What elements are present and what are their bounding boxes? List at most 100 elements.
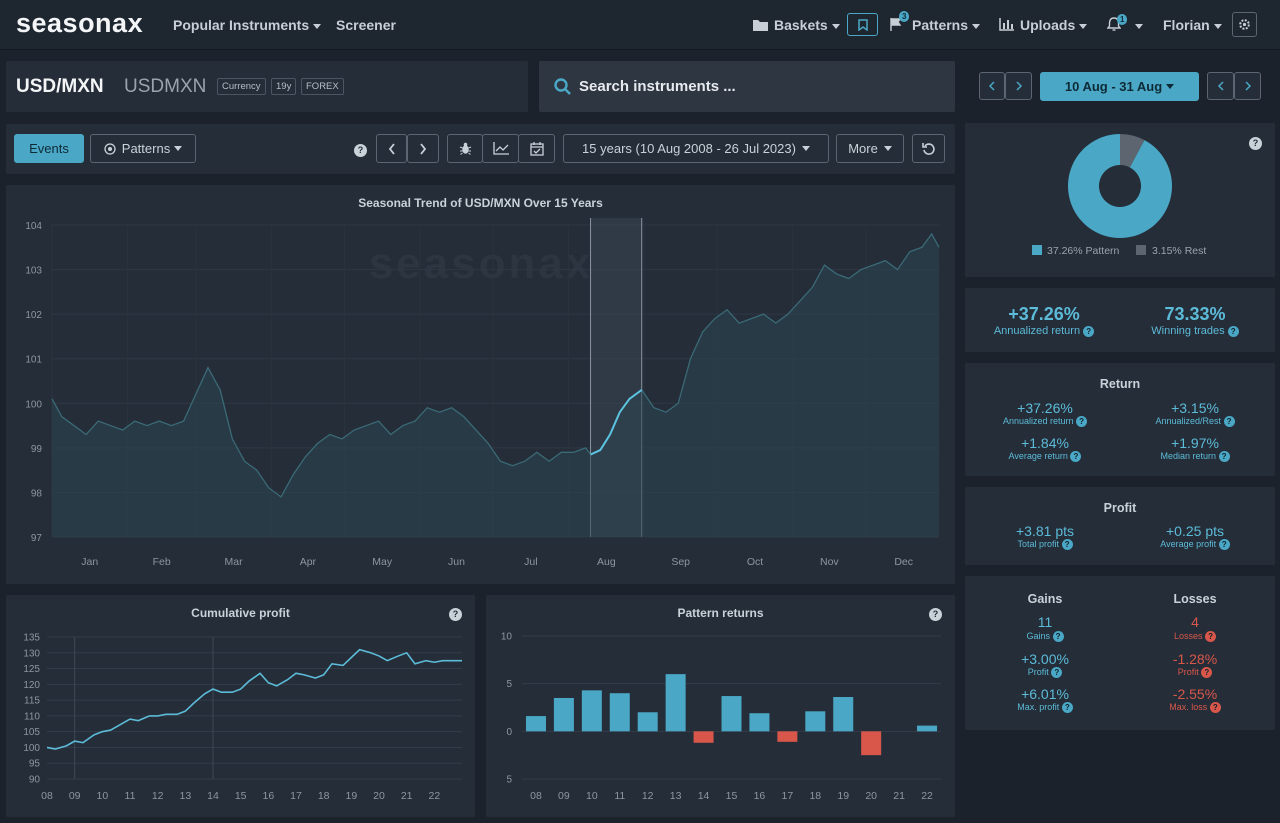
bar xyxy=(553,697,574,732)
loss-profit-label: Profit ? xyxy=(1115,667,1275,679)
help-icon[interactable]: ? xyxy=(1083,325,1095,337)
top-bar: seasonax Popular Instruments Screener Ba… xyxy=(0,0,1280,50)
chevron-right-icon xyxy=(420,142,427,155)
max-loss-value: -2.55% xyxy=(1172,686,1218,702)
x-tick-label: 10 xyxy=(96,790,108,802)
nav-screener[interactable]: Screener xyxy=(336,17,396,33)
help-icon[interactable]: ? xyxy=(1201,667,1213,679)
nav-patterns[interactable]: 3 Patterns xyxy=(890,11,981,33)
period-selector[interactable]: 10 Aug - 31 Aug xyxy=(1040,72,1199,101)
help-icon[interactable]: ? xyxy=(1218,451,1230,463)
seasonax-logo[interactable]: seasonax xyxy=(16,8,144,38)
help-icon[interactable]: ? xyxy=(1070,451,1082,463)
x-tick-label: Sep xyxy=(671,556,690,568)
pattern-returns-chart[interactable]: 5 0 5 10 08 09 10 11 12 13 14 15 16 17 18 19 20 21 22 xyxy=(486,595,955,817)
line-chart-button[interactable] xyxy=(482,134,519,163)
x-tick-label: 10 xyxy=(586,790,598,802)
help-icon[interactable]: ? xyxy=(1205,631,1217,643)
x-tick-label: 16 xyxy=(262,790,274,802)
y-tick-label: 100 xyxy=(25,399,42,410)
notification-badge: 1 xyxy=(1117,14,1128,25)
flag-icon xyxy=(890,18,902,31)
profit-panel: Profit +3.81 pts Total profit ? +0.25 pt… xyxy=(965,487,1275,565)
x-tick-label: 12 xyxy=(642,790,654,802)
prev-shift-button[interactable] xyxy=(1207,72,1234,100)
user-menu[interactable]: Florian xyxy=(1163,17,1222,33)
help-icon[interactable]: ? xyxy=(1052,631,1064,643)
search-box[interactable]: Search instruments ... xyxy=(539,61,955,112)
chevron-down-icon xyxy=(1079,23,1088,29)
x-tick-label: Feb xyxy=(153,556,171,568)
patterns-dropdown[interactable]: Patterns xyxy=(90,134,196,163)
search-input[interactable]: Search instruments ... xyxy=(579,78,736,95)
donut-slice-pattern xyxy=(1068,134,1172,238)
time-range-selector[interactable]: 15 years (10 Aug 2008 - 26 Jul 2023) xyxy=(563,134,829,163)
x-tick-label: 15 xyxy=(726,790,738,802)
help-icon[interactable]: ? xyxy=(1223,416,1235,428)
y-tick-label: 10 xyxy=(501,632,513,643)
chart-next-button[interactable] xyxy=(407,134,439,163)
help-icon[interactable]: ? xyxy=(929,606,942,624)
x-tick-label: Jul xyxy=(524,556,537,568)
x-tick-label: 20 xyxy=(373,790,385,802)
chart-prev-button[interactable] xyxy=(376,134,407,163)
bar xyxy=(917,725,938,732)
bug-button[interactable] xyxy=(447,134,483,163)
help-icon[interactable]: ? xyxy=(1227,325,1239,337)
gain-profit-value: +3.00% xyxy=(1021,651,1069,667)
x-tick-label: Mar xyxy=(224,556,243,568)
help-icon[interactable]: ? xyxy=(1061,539,1073,551)
next-shift-button[interactable] xyxy=(1234,72,1261,100)
seasonal-chart-title: Seasonal Trend of USD/MXN Over 15 Years xyxy=(358,196,603,210)
cumulative-profit-title: Cumulative profit xyxy=(191,606,290,620)
annualized-rest-label: Annualized/Rest ? xyxy=(1115,416,1275,428)
events-button[interactable]: Events xyxy=(14,134,84,163)
bookmark-button[interactable] xyxy=(847,13,878,36)
cumulative-profit-chart[interactable]: 90 95 100 105 110 115 120 125 130 135 08 09 10 11 12 13… xyxy=(6,595,475,817)
seasonal-chart[interactable]: seasonax 97 98 99 100 101 102 103 104 Jan Feb Mar Ap… xyxy=(6,185,955,584)
help-icon[interactable]: ? xyxy=(1249,135,1262,153)
help-icon[interactable]: ? xyxy=(354,142,367,160)
nav-baskets[interactable]: Baskets xyxy=(753,17,840,33)
bar xyxy=(805,711,826,732)
help-icon[interactable]: ? xyxy=(1218,539,1230,551)
next-period-button[interactable] xyxy=(1005,72,1032,100)
y-tick-label: 103 xyxy=(25,266,42,277)
chevron-down-icon xyxy=(972,23,981,29)
x-tick-label: 14 xyxy=(207,790,219,802)
calendar-button[interactable] xyxy=(518,134,555,163)
x-tick-label: Apr xyxy=(300,556,317,568)
gear-icon xyxy=(1239,19,1250,30)
help-icon[interactable]: ? xyxy=(1051,667,1063,679)
y-tick-label: 5 xyxy=(506,775,512,786)
bar xyxy=(609,693,630,732)
help-icon[interactable]: ? xyxy=(1076,416,1088,428)
prev-period-button[interactable] xyxy=(979,72,1005,100)
summary-panel: +37.26% Annualized return ? 73.33% Winni… xyxy=(965,288,1275,352)
help-icon[interactable]: ? xyxy=(1209,702,1221,714)
help-icon[interactable]: ? xyxy=(449,606,462,624)
losses-title: Losses xyxy=(1173,592,1217,606)
gains-losses-panel: Gains Losses 11 Gains ? 4 Losses ? +3.00… xyxy=(965,576,1275,730)
reset-button[interactable] xyxy=(912,134,945,163)
y-tick-label: 90 xyxy=(29,775,41,786)
settings-button[interactable] xyxy=(1232,12,1257,37)
nav-uploads[interactable]: Uploads xyxy=(999,17,1088,33)
nav-notifications[interactable]: 1 xyxy=(1106,14,1143,33)
average-profit-label: Average profit ? xyxy=(1115,539,1275,551)
watermark-logo: seasonax xyxy=(369,239,594,288)
pattern-returns-panel: 5 0 5 10 08 09 10 11 12 13 14 15 16 17 18 19 20 21 22 xyxy=(486,595,955,817)
bar xyxy=(777,731,798,742)
gain-profit-label: Profit ? xyxy=(965,667,1125,679)
chevron-right-icon xyxy=(1244,81,1251,91)
y-tick-label: 110 xyxy=(24,711,40,722)
more-dropdown[interactable]: More xyxy=(836,134,904,163)
return-title: Return xyxy=(1099,377,1141,391)
bug-icon xyxy=(459,142,471,155)
help-icon[interactable]: ? xyxy=(1061,702,1073,714)
total-profit-value: +3.81 pts xyxy=(1016,523,1074,539)
nav-popular-instruments[interactable]: Popular Instruments xyxy=(173,17,322,33)
median-return-label: Median return ? xyxy=(1115,451,1275,463)
seasonal-pattern-line xyxy=(590,389,643,456)
chevron-left-icon xyxy=(988,81,995,91)
